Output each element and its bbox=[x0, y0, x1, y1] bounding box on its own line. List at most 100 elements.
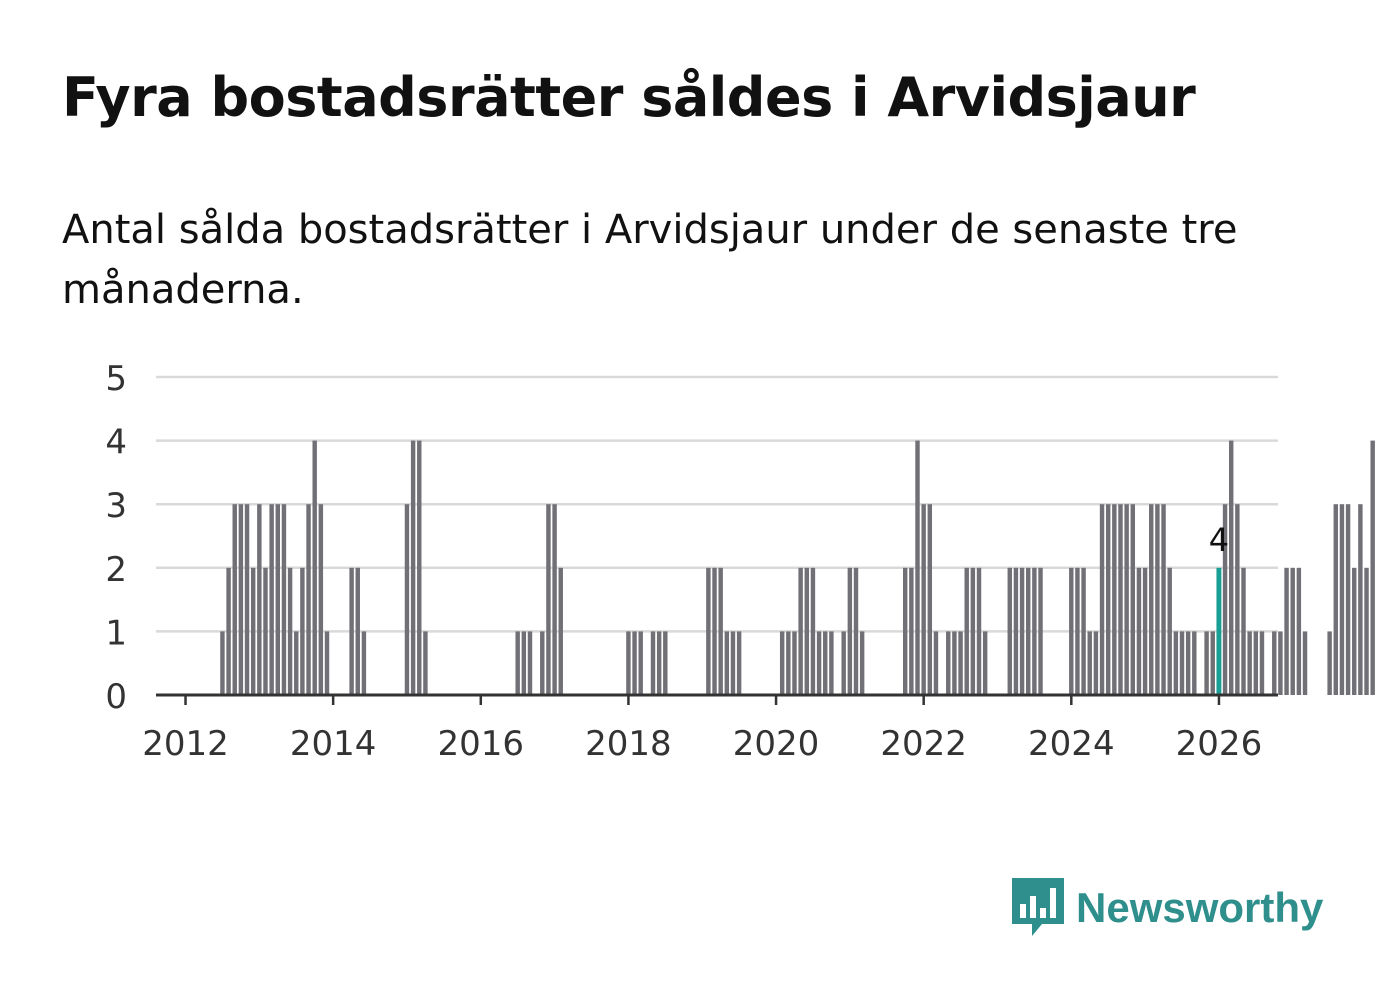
data-label: 4 bbox=[1209, 521, 1229, 559]
bar bbox=[1019, 567, 1025, 695]
bar bbox=[909, 567, 914, 695]
highlight-bar bbox=[1216, 567, 1222, 695]
bar bbox=[1358, 504, 1363, 695]
bar bbox=[287, 567, 293, 695]
bar bbox=[1333, 504, 1338, 695]
bar bbox=[1228, 440, 1234, 695]
x-tick-label: 2014 bbox=[290, 724, 377, 764]
bar bbox=[1222, 504, 1228, 695]
bar bbox=[312, 440, 317, 695]
bar bbox=[417, 440, 422, 695]
bar bbox=[1253, 631, 1259, 695]
bar bbox=[730, 631, 736, 695]
bar bbox=[927, 504, 933, 695]
bar bbox=[1364, 567, 1369, 695]
bar bbox=[404, 504, 410, 695]
bar bbox=[1370, 440, 1375, 695]
bar bbox=[823, 631, 828, 695]
bar bbox=[650, 631, 656, 695]
bar bbox=[1124, 504, 1129, 695]
bar bbox=[521, 631, 527, 695]
bar bbox=[1161, 504, 1166, 695]
bar bbox=[257, 504, 262, 695]
y-tick-label: 2 bbox=[105, 550, 127, 590]
bar bbox=[423, 631, 428, 695]
bar bbox=[736, 631, 742, 695]
bar bbox=[361, 631, 367, 695]
y-tick-label: 0 bbox=[105, 677, 127, 717]
bar bbox=[232, 504, 237, 695]
bar bbox=[638, 631, 643, 695]
bar bbox=[1007, 567, 1012, 695]
bar bbox=[915, 440, 920, 695]
x-tick-label: 2016 bbox=[438, 724, 525, 764]
bar bbox=[706, 567, 711, 695]
bar bbox=[1290, 567, 1295, 695]
x-tick-label: 2018 bbox=[585, 724, 672, 764]
bar bbox=[1167, 567, 1172, 695]
x-tick-label: 2020 bbox=[733, 724, 820, 764]
bar bbox=[515, 631, 520, 695]
bar bbox=[355, 567, 360, 695]
bar bbox=[1032, 567, 1037, 695]
bar bbox=[982, 631, 988, 695]
bar bbox=[527, 631, 533, 695]
bar bbox=[558, 567, 563, 695]
x-tick-label: 2024 bbox=[1028, 724, 1115, 764]
bar bbox=[970, 567, 976, 695]
bar bbox=[663, 631, 668, 695]
bar bbox=[786, 631, 791, 695]
bar bbox=[1105, 504, 1111, 695]
bar bbox=[841, 631, 846, 695]
newsworthy-wordmark: Newsworthy bbox=[1076, 884, 1324, 931]
bar bbox=[1210, 631, 1215, 695]
bar bbox=[1204, 631, 1209, 695]
newsworthy-logo[interactable]: Newsworthy bbox=[1012, 878, 1323, 938]
bar bbox=[1118, 504, 1123, 695]
bar-chart: 0 1 2 3 4 5 4 2012 2014 2016 2018 2020 2022 2024 2026 bbox=[105, 359, 1375, 764]
newsworthy-logo-icon bbox=[1012, 878, 1064, 936]
bar bbox=[902, 567, 908, 695]
bar bbox=[779, 631, 785, 695]
bar bbox=[250, 567, 256, 695]
bar bbox=[712, 567, 717, 695]
bar bbox=[1130, 504, 1136, 695]
bar bbox=[1192, 631, 1197, 695]
bar bbox=[220, 631, 225, 695]
bar bbox=[1327, 631, 1332, 695]
bar bbox=[626, 631, 631, 695]
bar bbox=[1235, 504, 1240, 695]
bar bbox=[1093, 631, 1099, 695]
bar bbox=[294, 631, 299, 695]
bar bbox=[853, 567, 859, 695]
bar bbox=[798, 567, 803, 695]
chart-subtitle: Antal sålda bostadsrätter i Arvidsjaur u… bbox=[62, 207, 1238, 313]
y-tick-label: 3 bbox=[105, 486, 127, 526]
y-tick-label: 5 bbox=[105, 359, 127, 399]
bar bbox=[1247, 631, 1252, 695]
x-tick-label: 2012 bbox=[142, 724, 229, 764]
bar bbox=[1179, 631, 1185, 695]
bar bbox=[300, 567, 305, 695]
chart-title: Fyra bostadsrätter såldes i Arvidsjaur bbox=[62, 66, 1196, 129]
bar bbox=[1345, 504, 1351, 695]
bar bbox=[1302, 631, 1308, 695]
bar bbox=[804, 567, 809, 695]
bar bbox=[1081, 567, 1086, 695]
bar bbox=[1272, 631, 1277, 695]
bar bbox=[816, 631, 822, 695]
bar bbox=[1339, 504, 1345, 695]
bar bbox=[718, 567, 723, 695]
bar bbox=[238, 504, 244, 695]
bar bbox=[306, 504, 311, 695]
bar bbox=[1173, 631, 1179, 695]
bar bbox=[1259, 631, 1265, 695]
bar bbox=[546, 504, 551, 695]
bar bbox=[829, 631, 834, 695]
bar bbox=[656, 631, 662, 695]
bar bbox=[964, 567, 969, 695]
bar bbox=[244, 504, 250, 695]
bar bbox=[1142, 567, 1148, 695]
x-tick-label: 2026 bbox=[1176, 724, 1263, 764]
bar bbox=[226, 567, 231, 695]
